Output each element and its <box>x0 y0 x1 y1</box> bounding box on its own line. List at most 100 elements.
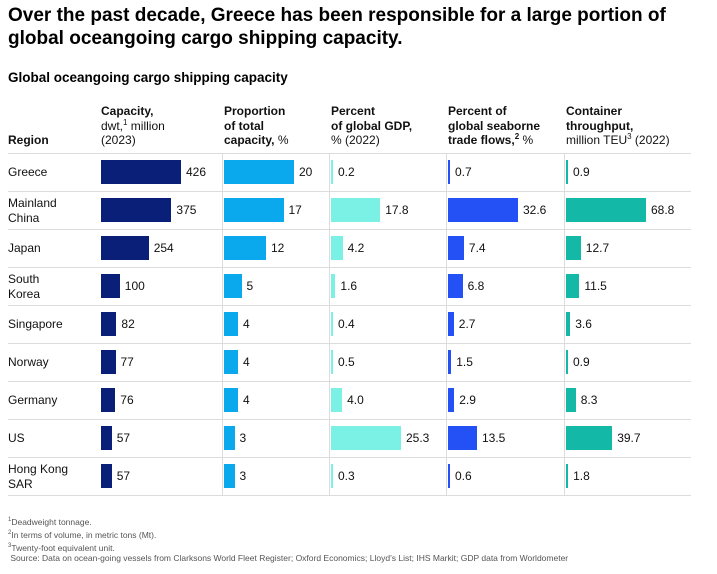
proportion-bar <box>224 464 235 488</box>
proportion-value-label: 3 <box>239 469 247 483</box>
trade-value-label: 0.7 <box>455 165 472 179</box>
column-divider <box>446 153 447 495</box>
container-header: Container throughput, million TEU3 (2022… <box>566 104 670 147</box>
gdp-bar <box>331 426 401 450</box>
row-divider <box>8 457 691 458</box>
row-divider <box>8 419 691 420</box>
footnotes: 1Deadweight tonnage. 2In terms of volume… <box>8 515 568 564</box>
container-bar <box>566 198 646 222</box>
row-divider <box>8 381 691 382</box>
container-value-label: 68.8 <box>651 203 675 217</box>
trade-bar <box>448 236 464 260</box>
container-value-label: 39.7 <box>617 431 641 445</box>
container-bar <box>566 160 568 184</box>
footnote-1: 1Deadweight tonnage. <box>8 516 92 527</box>
container-value-label: 12.7 <box>585 241 610 255</box>
region-label: Norway <box>8 355 49 369</box>
trade-value-label: 13.5 <box>482 431 506 445</box>
region-label: South Korea <box>8 272 41 301</box>
region-label: Germany <box>8 393 58 407</box>
capacity-value-label: 426 <box>186 165 207 179</box>
region-label: US <box>8 431 25 445</box>
region-header: Region <box>8 133 49 147</box>
capacity-value-label: 82 <box>121 317 135 331</box>
capacity-value-label: 254 <box>153 241 174 255</box>
container-bar <box>566 274 580 298</box>
container-bar <box>566 388 576 412</box>
trade-value-label: 2.9 <box>459 393 476 407</box>
trade-value-label: 2.7 <box>458 317 476 331</box>
proportion-value-label: 20 <box>299 165 313 179</box>
region-label: Mainland China <box>8 196 57 225</box>
gdp-value-label: 0.5 <box>338 355 355 369</box>
capacity-bar <box>101 426 112 450</box>
footnote-2: 2In terms of volume, in metric tons (Mt)… <box>8 529 157 540</box>
region-label: Greece <box>8 165 48 179</box>
proportion-value-label: 12 <box>271 241 285 255</box>
gdp-value-label: 17.8 <box>385 203 409 217</box>
row-divider <box>8 153 691 154</box>
gdp-value-label: 0.3 <box>338 469 355 483</box>
gdp-value-label: 0.2 <box>338 165 355 179</box>
footnote-3: 3Twenty-foot equivalent unit. <box>8 542 115 553</box>
container-bar <box>566 350 568 374</box>
column-divider <box>222 153 223 495</box>
trade-bar <box>448 350 452 374</box>
gdp-value-label: 0.4 <box>338 317 355 331</box>
capacity-bar <box>101 464 112 488</box>
row-divider <box>8 267 691 268</box>
trade-bar <box>448 160 450 184</box>
trade-value-label: 7.4 <box>468 241 486 255</box>
capacity-value-label: 57 <box>116 469 131 483</box>
container-value-label: 0.9 <box>573 165 590 179</box>
gdp-value-label: 1.6 <box>340 279 358 293</box>
container-bar <box>566 312 571 336</box>
gdp-bar <box>331 350 333 374</box>
gdp-bar <box>331 198 381 222</box>
container-value-label: 1.8 <box>573 469 590 483</box>
region-label: Singapore <box>8 317 63 331</box>
proportion-value-label: 17 <box>288 203 302 217</box>
trade-value-label: 1.5 <box>456 355 473 369</box>
gdp-bar <box>331 236 343 260</box>
proportion-value-label: 4 <box>243 355 250 369</box>
gdp-bar <box>331 464 333 488</box>
proportion-bar <box>224 198 284 222</box>
gdp-bar <box>331 388 343 412</box>
row-divider <box>8 229 691 230</box>
trade-value-label: 6.8 <box>467 279 485 293</box>
column-divider <box>329 153 330 495</box>
capacity-bar <box>101 388 116 412</box>
capacity-bar <box>101 198 172 222</box>
capacity-bar <box>101 274 120 298</box>
capacity-bar <box>101 236 149 260</box>
row-divider <box>8 495 691 496</box>
capacity-value-label: 77 <box>120 355 134 369</box>
proportion-bar <box>224 388 238 412</box>
trade-value-label: 32.6 <box>523 203 547 217</box>
container-bar <box>566 464 569 488</box>
gdp-value-label: 25.3 <box>406 431 430 445</box>
trade-bar <box>448 312 454 336</box>
row-divider <box>8 191 691 192</box>
gdp-header: Percent of global GDP, % (2022) <box>331 104 413 147</box>
proportion-bar <box>224 426 235 450</box>
trade-bar <box>448 274 463 298</box>
container-value-label: 0.9 <box>573 355 590 369</box>
gdp-bar <box>331 274 336 298</box>
proportion-bar <box>224 274 242 298</box>
chart-title: Global oceangoing cargo shipping capacit… <box>8 70 288 85</box>
capacity-header: Capacity, dwt,1 million (2023) <box>101 104 165 147</box>
container-value-label: 11.5 <box>584 279 607 293</box>
row-divider <box>8 305 691 306</box>
column-divider <box>564 153 565 495</box>
row-divider <box>8 343 691 344</box>
trade-bar <box>448 198 518 222</box>
container-bar <box>566 426 613 450</box>
trade-bar <box>448 426 477 450</box>
capacity-bar <box>101 160 181 184</box>
gdp-bar <box>331 312 333 336</box>
gdp-bar <box>331 160 333 184</box>
proportion-value-label: 4 <box>243 317 250 331</box>
proportion-value-label: 5 <box>246 279 254 293</box>
